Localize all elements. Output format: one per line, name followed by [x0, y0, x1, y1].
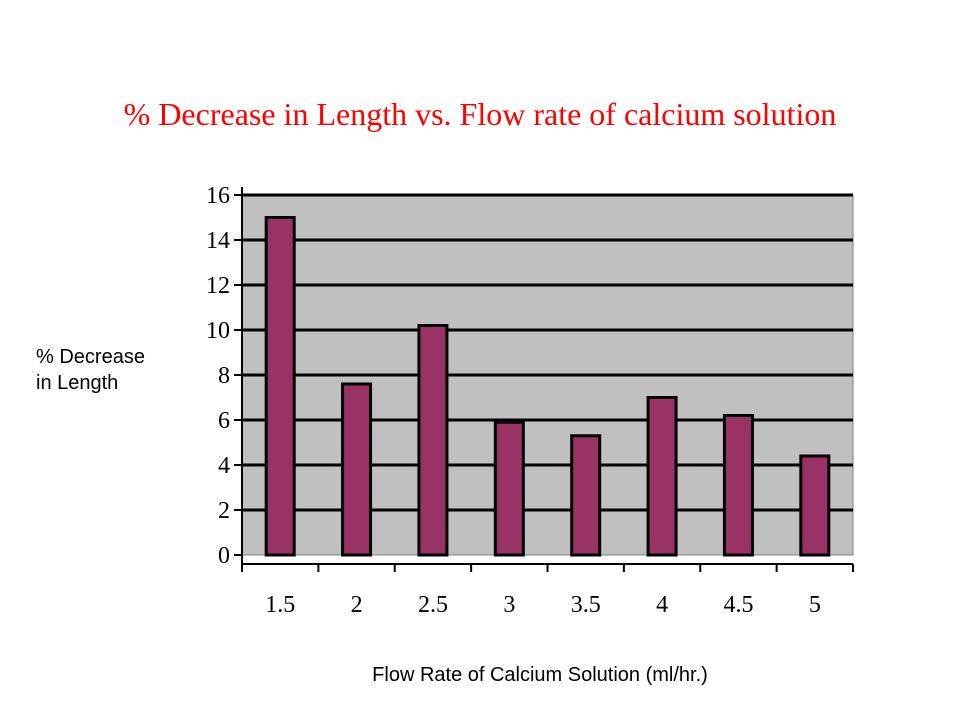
y-tick-label-2: 2 — [218, 498, 230, 524]
bar-5 — [799, 454, 831, 557]
bar-3 — [493, 420, 525, 557]
y-tick-label-14: 14 — [206, 228, 230, 254]
y-tick-label-10: 10 — [206, 318, 230, 344]
y-tick-label-6: 6 — [218, 408, 230, 434]
x-tick-label-1.5: 1.5 — [265, 592, 295, 618]
x-tick-label-4: 4 — [656, 592, 668, 618]
bar-4.5 — [722, 414, 754, 557]
x-tick-label-2: 2 — [351, 592, 363, 618]
x-tick-label-5: 5 — [809, 592, 821, 618]
y-axis-label-line-1: % Decrease — [36, 346, 145, 368]
x-tick-label-2.5: 2.5 — [418, 592, 448, 618]
y-tick-label-12: 12 — [206, 273, 230, 299]
bar-4 — [646, 396, 678, 557]
chart-title: % Decrease in Length vs. Flow rate of ca… — [123, 96, 837, 132]
x-tick-label-3: 3 — [503, 592, 515, 618]
bar-2.5 — [417, 324, 449, 557]
x-tick-label-4.5: 4.5 — [723, 592, 753, 618]
x-tick-label-3.5: 3.5 — [571, 592, 601, 618]
y-tick-label-16: 16 — [206, 183, 230, 209]
y-axis-label: % Decrease in Length — [36, 344, 176, 396]
y-tick-label-8: 8 — [218, 363, 230, 389]
x-axis-label: Flow Rate of Calcium Solution (ml/hr.) — [372, 664, 708, 686]
y-axis-label-line-2: in Length — [36, 372, 119, 394]
bar-3.5 — [570, 434, 602, 557]
bar-1.5 — [264, 216, 296, 557]
y-tick-label-4: 4 — [218, 453, 230, 479]
y-tick-label-0: 0 — [218, 543, 230, 569]
bar-2 — [341, 382, 373, 557]
